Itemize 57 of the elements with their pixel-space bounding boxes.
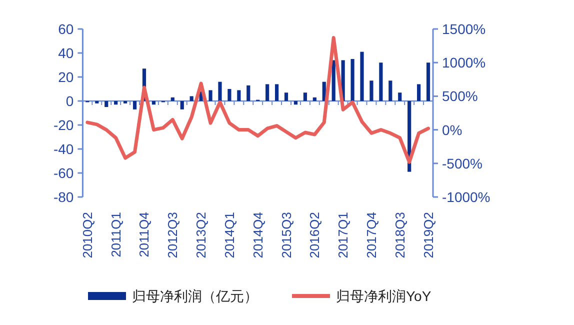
y2-tick-label: 500%	[442, 88, 478, 104]
bar	[360, 52, 364, 101]
bar	[228, 89, 232, 101]
bar	[180, 101, 184, 110]
bar	[284, 92, 288, 101]
y-tick-label: 60	[58, 21, 74, 37]
bar	[132, 101, 137, 110]
bar	[350, 59, 354, 101]
bar	[266, 84, 270, 101]
y-tick-label: -40	[53, 141, 74, 157]
y-tick-label: -80	[53, 189, 74, 205]
bar	[426, 62, 430, 101]
x-tick-label: 2011Q1	[108, 212, 124, 258]
y2-tick-label: -1000%	[442, 189, 490, 205]
y2-tick-label: 1000%	[442, 54, 486, 71]
bar	[417, 84, 421, 101]
bar	[246, 85, 250, 101]
bar	[237, 90, 241, 101]
x-tick-label: 2017Q1	[336, 212, 351, 258]
line-series	[86, 36, 430, 164]
bar	[114, 101, 118, 105]
y2-tick-label: -500%	[442, 155, 482, 172]
bar	[379, 62, 383, 101]
y2-tick-label: 1500%	[442, 21, 486, 37]
x-tick-label: 2014Q4	[250, 212, 266, 258]
x-tick-label: 2017Q4	[364, 212, 379, 258]
bar	[274, 84, 279, 101]
y-tick-label: 40	[58, 45, 74, 61]
x-tick-label: 2019Q2	[420, 212, 436, 258]
x-tick-label: 2018Q3	[392, 212, 408, 258]
x-tick-label: 2010Q2	[80, 212, 95, 258]
bar	[332, 60, 336, 101]
bar	[218, 82, 222, 101]
y-tick-label: -60	[53, 165, 74, 181]
legend-label: 归母净利润（亿元）	[132, 288, 258, 304]
bar	[294, 101, 298, 105]
legend-label: 归母净利润YoY	[336, 288, 432, 304]
x-tick-label: 2016Q2	[307, 212, 322, 258]
bar	[370, 80, 374, 101]
y2-tick-label: 0%	[442, 122, 462, 138]
bar	[388, 80, 392, 101]
x-tick-label: 2015Q3	[278, 212, 294, 258]
bar	[208, 90, 212, 101]
y-tick-label: 0	[66, 93, 74, 109]
bar	[190, 96, 194, 101]
bar	[303, 92, 307, 101]
x-tick-label: 2013Q2	[194, 212, 209, 258]
y-tick-label: 20	[58, 69, 74, 85]
x-tick-label: 2011Q4	[136, 212, 152, 258]
bar	[104, 101, 108, 107]
bar	[170, 97, 174, 101]
x-tick-label: 2014Q1	[222, 212, 237, 258]
bar	[398, 92, 402, 101]
y-tick-label: -20	[53, 117, 74, 133]
bar	[152, 101, 156, 105]
bar	[312, 97, 316, 101]
x-tick-label: 2012Q3	[165, 212, 180, 258]
